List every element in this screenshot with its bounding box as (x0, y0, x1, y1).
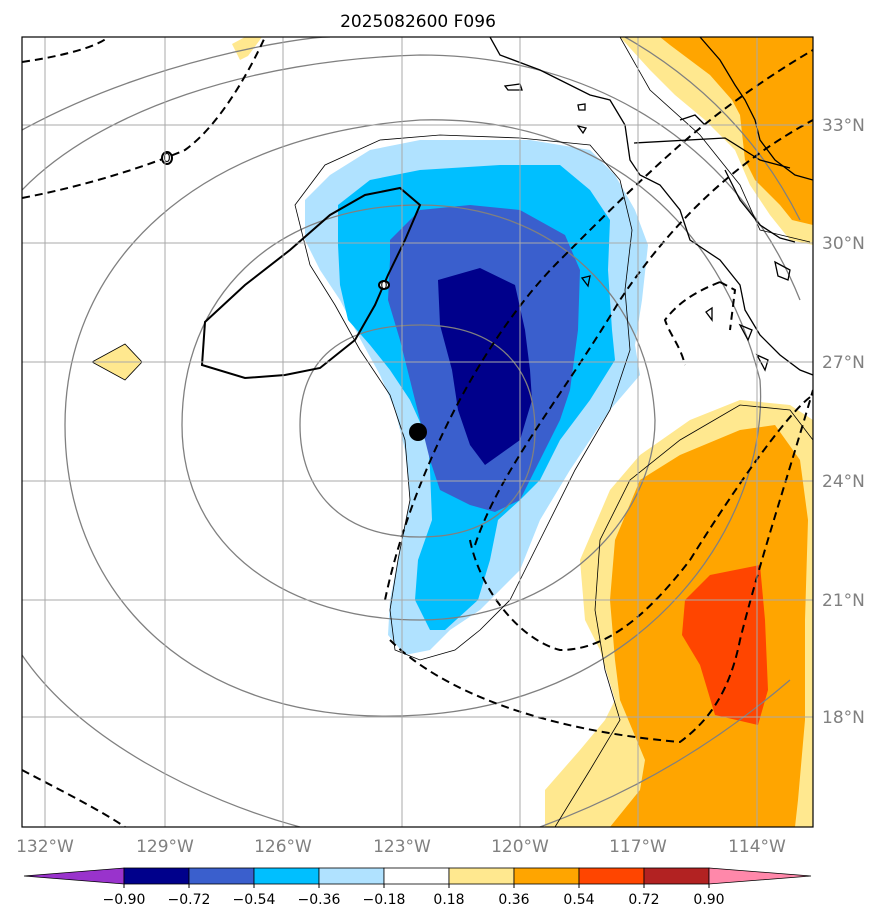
colorbar-tick-label: −0.36 (298, 892, 341, 908)
map-title: 2025082600 F096 (340, 12, 496, 32)
longitude-labels: 132°W 129°W 126°W 123°W 120°W 117°W 114°… (16, 837, 786, 857)
colorbar-tick-label: 0.18 (433, 892, 464, 908)
fill-0.54-se (682, 565, 768, 725)
colorbar-segment (643, 867, 710, 885)
lat-label: 30°N (822, 234, 865, 254)
fill-neg-0.72 (438, 268, 532, 465)
positive-anomaly-shading (92, 37, 813, 827)
fill-0.18-n (232, 37, 262, 60)
lat-label: 18°N (822, 708, 865, 728)
colorbar-segment (448, 867, 515, 885)
colorbar-segment (383, 867, 450, 885)
lon-label: 132°W (16, 837, 74, 857)
colorbar-tick-label: 0.90 (693, 892, 724, 908)
black-contours (22, 37, 813, 827)
grey-contours (22, 37, 801, 827)
lat-label: 27°N (822, 353, 865, 373)
colorbar-tick-label: −0.54 (233, 892, 276, 908)
map-frame (21, 36, 814, 828)
colorbar-segment (578, 867, 645, 885)
colorbar-segment (318, 867, 385, 885)
lon-label: 120°W (491, 837, 549, 857)
colorbar-tick-label: −0.72 (168, 892, 211, 908)
coastline (489, 37, 813, 376)
colorbar-tick-label: 0.72 (628, 892, 659, 908)
colorbar-segment (123, 867, 190, 885)
colorbar-segment (253, 867, 320, 885)
colorbar-tick-label: 0.54 (563, 892, 594, 908)
lon-label: 129°W (136, 837, 194, 857)
lat-label: 21°N (822, 591, 865, 611)
lon-label: 123°W (373, 837, 431, 857)
fill-0.36-ne (660, 37, 813, 225)
latitude-labels: 33°N 30°N 27°N 24°N 21°N 18°N (822, 116, 865, 728)
colorbar-tick-label: −0.90 (103, 892, 146, 908)
gridlines (22, 37, 813, 827)
contour-label: 0 (163, 151, 171, 165)
contour-label: 0 (381, 279, 388, 292)
colorbar-segment (188, 867, 255, 885)
storm-center-marker (409, 423, 427, 441)
lon-label: 114°W (728, 837, 786, 857)
colorbar-tick-label: 0.36 (498, 892, 529, 908)
colorbar-segment (513, 867, 580, 885)
colorbar-tick-label: −0.18 (363, 892, 406, 908)
colorbar-extend-high (708, 867, 812, 885)
lat-label: 33°N (822, 116, 865, 136)
lon-label: 126°W (254, 837, 312, 857)
colorbar: −0.90 −0.72 −0.54 −0.36 −0.18 0.18 0.36 0.54 0.7… (23, 867, 812, 908)
lat-label: 24°N (822, 472, 865, 492)
lon-label: 117°W (609, 837, 667, 857)
map-area: 0 0 (22, 37, 813, 827)
colorbar-extend-low (23, 867, 125, 885)
